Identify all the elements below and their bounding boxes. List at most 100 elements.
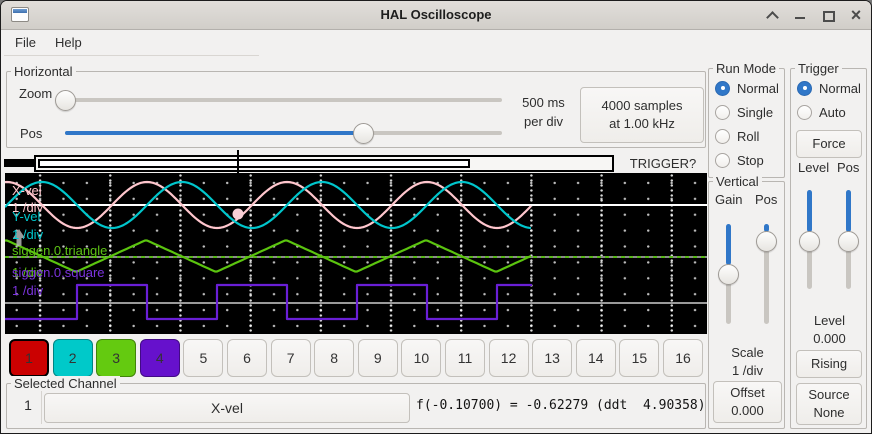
- gain-slider-handle[interactable]: [718, 264, 739, 285]
- trigger-level-readout-value: 0.000: [813, 331, 846, 346]
- trigger-level-readout-label: Level: [813, 313, 846, 328]
- run-mode-radio-single[interactable]: [715, 104, 730, 120]
- time-per-div-value: 500 ms: [522, 95, 565, 110]
- channel-button-8[interactable]: 8: [314, 339, 355, 377]
- run-mode-radio-label: Roll: [737, 128, 760, 144]
- trigger-level-slider-label: Level: [798, 160, 830, 175]
- channel-button-6[interactable]: 6: [227, 339, 267, 377]
- trigger-level-slider[interactable]: [799, 190, 820, 289]
- zoom-label: Zoom: [19, 86, 53, 101]
- zero-line-ch3: [5, 256, 707, 258]
- trigger-mode-radio-label: Auto: [819, 104, 846, 120]
- trigger-source-button[interactable]: Source None: [796, 383, 862, 425]
- channel-button-13[interactable]: 13: [532, 339, 573, 377]
- horizontal-group: Horizontal Zoom Pos 500 ms per div 4000 …: [6, 64, 706, 148]
- pos-slider-handle[interactable]: [353, 123, 374, 144]
- trigger-edge-button[interactable]: Rising: [796, 350, 862, 378]
- channel-name-button[interactable]: X-vel: [44, 393, 410, 423]
- gain-slider[interactable]: [718, 224, 739, 324]
- menu-file[interactable]: File: [15, 35, 36, 50]
- channel-button-12[interactable]: 12: [488, 339, 529, 377]
- run-mode-option-single[interactable]: Single: [715, 104, 773, 120]
- trace-Y-vel: [5, 180, 532, 230]
- scope-label-3: 1 /div: [12, 227, 44, 242]
- trace-X-vel: [5, 180, 532, 230]
- run-mode-option-normal[interactable]: Normal: [715, 80, 779, 96]
- menu-help[interactable]: Help: [55, 35, 82, 50]
- channel-button-4[interactable]: 4: [139, 339, 180, 377]
- gain-label: Gain: [715, 192, 743, 207]
- pos-slider-fill: [65, 131, 360, 135]
- selected-sample-marker[interactable]: [232, 208, 244, 220]
- zoom-slider-track[interactable]: [60, 98, 502, 102]
- trigger-pos-slider[interactable]: [838, 190, 859, 289]
- vertical-group: Vertical Gain Pos Scale 1 /div Offset 0.…: [708, 174, 785, 429]
- run-mode-radio-roll[interactable]: [715, 128, 730, 144]
- window-controls: ×: [765, 1, 863, 29]
- channel-button-1[interactable]: 1: [9, 339, 49, 377]
- waveforms: [5, 180, 532, 321]
- minimize-icon[interactable]: [793, 8, 807, 22]
- vertical-group-label: Vertical: [713, 174, 762, 189]
- samples-button[interactable]: 4000 samples at 1.00 kHz: [580, 87, 704, 143]
- trigger-mode-radio-auto[interactable]: [797, 104, 812, 120]
- run-mode-option-roll[interactable]: Roll: [715, 128, 759, 144]
- trigger-mode-option-normal[interactable]: Normal: [797, 80, 861, 96]
- trigger-status-text: TRIGGER?: [629, 156, 697, 171]
- offset-button[interactable]: Offset 0.000: [713, 381, 782, 423]
- run-mode-option-stop[interactable]: Stop: [715, 152, 764, 168]
- channel-button-7[interactable]: 7: [270, 339, 311, 377]
- time-per-div-unit: per div: [523, 114, 564, 129]
- vertical-pos-slider[interactable]: [756, 224, 777, 324]
- maximize-icon[interactable]: [821, 8, 835, 22]
- time-per-div: 500 ms per div: [512, 93, 575, 131]
- trigger-mode-option-auto[interactable]: Auto: [797, 104, 846, 120]
- trigger-mode-radio-label: Normal: [819, 80, 861, 96]
- run-mode-radio-label: Stop: [737, 152, 764, 168]
- scope-label-1: 1 /div: [12, 200, 44, 215]
- trigger-mode-radio-normal[interactable]: [797, 80, 812, 96]
- trigger-pos-slider-label: Pos: [837, 160, 860, 175]
- channel-button-10[interactable]: 10: [401, 339, 442, 377]
- channel-button-9[interactable]: 9: [357, 339, 398, 377]
- channel-button-3[interactable]: 3: [96, 339, 137, 377]
- run-mode-group: Run Mode Normal Single Roll Stop: [708, 61, 785, 178]
- trigger-level-slider-handle[interactable]: [799, 231, 820, 252]
- scope-label-7: 1 /div: [12, 283, 44, 298]
- scope-label-2: Y-vel: [12, 209, 41, 224]
- run-mode-radio-normal[interactable]: [715, 80, 730, 96]
- scope-display[interactable]: X-vel 1 /div Y-vel 1 /div siggen.0.triangle 1…: [5, 173, 707, 334]
- app-icon: [11, 7, 29, 22]
- menu-bar: File Help: [1, 29, 871, 55]
- close-icon[interactable]: ×: [850, 5, 862, 25]
- cursor-arrow-icon: [13, 229, 25, 246]
- shade-icon[interactable]: [765, 8, 779, 22]
- trigger-pos-slider-handle[interactable]: [838, 231, 859, 252]
- offset-button-value: 0.000: [731, 403, 764, 418]
- trigger-capture-fill: [38, 159, 470, 168]
- vertical-pos-slider-handle[interactable]: [756, 231, 777, 252]
- trigger-group: Trigger Normal Auto Force Level Pos Level…: [790, 61, 868, 429]
- channel-button-14[interactable]: 14: [575, 339, 616, 377]
- channel-button-11[interactable]: 11: [445, 339, 485, 377]
- trigger-level-readout: Level 0.000: [791, 312, 868, 348]
- scope-label-4: siggen.0.triangle: [12, 243, 108, 258]
- menu-separator: [4, 55, 259, 56]
- trigger-bar-left-segment: [4, 159, 36, 167]
- channel-button-16[interactable]: 16: [663, 339, 703, 377]
- channel-button-2[interactable]: 2: [52, 339, 93, 377]
- title-bar: HAL Oscilloscope ×: [1, 1, 871, 30]
- selected-channel-group-label: Selected Channel: [11, 376, 120, 391]
- run-mode-radio-stop[interactable]: [715, 152, 730, 168]
- trigger-group-label: Trigger: [795, 61, 842, 76]
- trigger-position-marker: [237, 150, 239, 178]
- channel-button-15[interactable]: 15: [619, 339, 660, 377]
- channel-button-5[interactable]: 5: [183, 339, 224, 377]
- zoom-slider-handle[interactable]: [55, 90, 76, 111]
- force-button[interactable]: Force: [796, 130, 862, 158]
- offset-button-label: Offset: [730, 385, 765, 400]
- scale-readout-label: Scale: [731, 345, 764, 360]
- selected-channel-group: Selected Channel 1 X-vel f(-0.10700) = -…: [6, 376, 706, 429]
- run-mode-group-label: Run Mode: [713, 61, 779, 76]
